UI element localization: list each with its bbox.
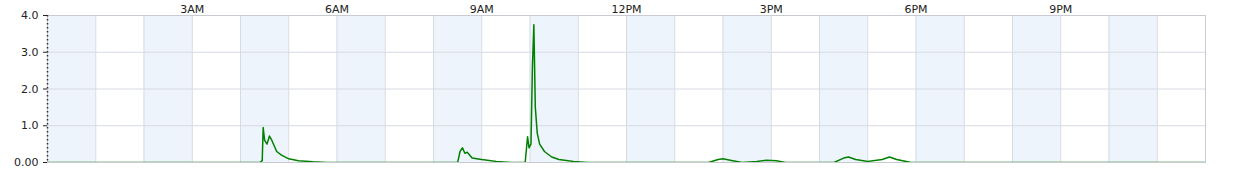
svg-text:6PM: 6PM — [904, 3, 927, 16]
svg-text:3AM: 3AM — [180, 3, 204, 16]
svg-text:0.00: 0.00 — [14, 156, 39, 169]
svg-text:2.0: 2.0 — [21, 83, 39, 96]
svg-text:4.0: 4.0 — [21, 9, 39, 22]
svg-text:3.0: 3.0 — [21, 46, 39, 59]
svg-text:1.0: 1.0 — [21, 119, 39, 132]
svg-text:12PM: 12PM — [611, 3, 641, 16]
svg-text:3PM: 3PM — [760, 3, 783, 16]
svg-text:6AM: 6AM — [325, 3, 349, 16]
svg-text:9AM: 9AM — [470, 3, 494, 16]
svg-text:9PM: 9PM — [1049, 3, 1072, 16]
